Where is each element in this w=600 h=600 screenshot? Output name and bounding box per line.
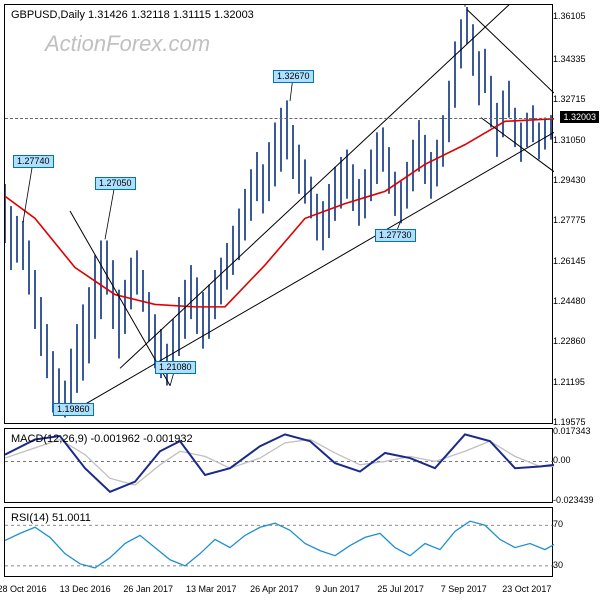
ohlc-text: 1.31426 1.32118 1.31115 1.32003 <box>88 9 254 21</box>
price-panel: GBPUSD,Daily 1.31426 1.32118 1.31115 1.3… <box>4 4 553 424</box>
rsi-panel: RSI(14) 51.0011 <box>4 507 553 577</box>
forex-chart: GBPUSD,Daily 1.31426 1.32118 1.31115 1.3… <box>0 0 600 600</box>
price-y-axis: 1.361051.343351.327151.310501.294301.277… <box>553 4 598 424</box>
last-price-box: 1.32003 <box>560 111 599 123</box>
macd-y-axis: 0.0173430.00-0.023439 <box>553 428 598 503</box>
price-label: 1.19860 <box>53 403 94 416</box>
rsi-title: RSI(14) 51.0011 <box>11 512 91 524</box>
chart-title: GBPUSD,Daily 1.31426 1.32118 1.31115 1.3… <box>11 9 254 21</box>
price-label: 1.32670 <box>273 70 314 83</box>
rsi-y-axis: 7030 <box>553 507 598 577</box>
symbol-text: GBPUSD,Daily <box>11 9 85 21</box>
price-label: 1.21080 <box>155 361 196 374</box>
x-axis: 28 Oct 201613 Dec 201626 Jan 201713 Mar … <box>4 584 553 598</box>
watermark: ActionForex.com <box>45 31 210 57</box>
price-svg <box>5 5 554 425</box>
macd-panel: MACD(12,26,9) -0.001962 -0.001932 <box>4 428 553 503</box>
price-label: 1.27050 <box>95 177 136 190</box>
price-label: 1.27740 <box>13 155 54 168</box>
last-price-line <box>5 118 552 119</box>
macd-title: MACD(12,26,9) -0.001962 -0.001932 <box>11 433 193 445</box>
price-label: 1.27730 <box>375 229 416 242</box>
